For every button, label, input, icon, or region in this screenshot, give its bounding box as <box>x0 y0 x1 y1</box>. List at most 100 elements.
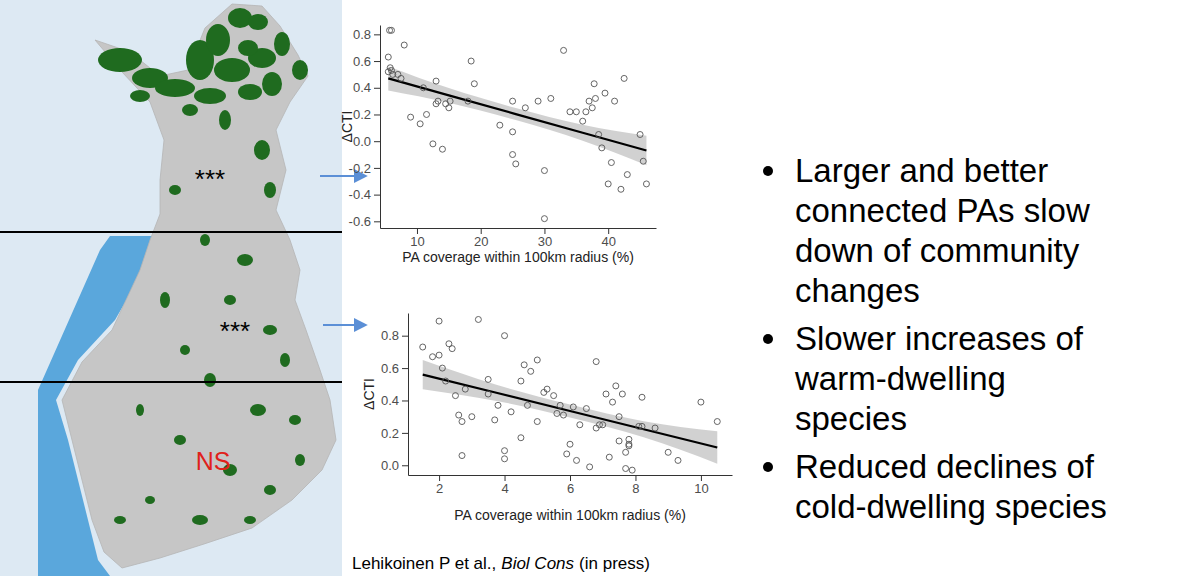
data-point <box>465 98 471 104</box>
tick-mark <box>481 228 482 234</box>
tick-mark <box>505 475 506 481</box>
data-point <box>430 354 436 360</box>
protected-area <box>200 234 210 246</box>
data-point <box>621 75 627 81</box>
regression-line <box>423 375 718 448</box>
map: ******NS <box>0 0 342 576</box>
data-point <box>610 399 616 405</box>
tick-mark <box>374 141 380 142</box>
data-point <box>471 81 477 87</box>
tick-label: -0.4 <box>349 187 371 202</box>
data-point <box>459 453 465 459</box>
data-point <box>510 98 516 104</box>
tick-mark <box>402 336 408 337</box>
data-point <box>541 168 547 174</box>
data-point <box>698 399 704 405</box>
data-point <box>637 132 643 138</box>
data-point <box>551 393 557 399</box>
tick-label: 0.4 <box>353 80 371 95</box>
protected-area <box>289 415 301 425</box>
tick-label: 8 <box>632 481 639 496</box>
data-point <box>443 378 449 384</box>
data-point <box>589 105 595 111</box>
data-point <box>567 441 573 447</box>
data-point <box>446 105 452 111</box>
data-point <box>420 85 426 91</box>
tick: 0.2 <box>381 426 408 441</box>
data-point <box>606 454 612 460</box>
citation-note: (in press) <box>579 554 650 573</box>
data-point <box>561 47 567 53</box>
protected-area <box>224 295 236 305</box>
tick: -0.6 <box>349 214 380 229</box>
axis-line <box>380 26 381 229</box>
data-point <box>714 419 720 425</box>
data-point <box>502 333 508 339</box>
data-point <box>587 464 593 470</box>
data-point <box>528 368 534 374</box>
data-point <box>524 402 530 408</box>
tick: -0.4 <box>349 187 380 202</box>
tick: 0.0 <box>353 134 380 149</box>
tick: 20 <box>474 228 488 249</box>
data-point <box>388 27 394 33</box>
protected-area <box>214 58 250 82</box>
data-point <box>623 466 629 472</box>
data-point <box>570 404 576 410</box>
tick-mark <box>374 34 380 35</box>
data-point <box>522 105 528 111</box>
data-point <box>548 95 554 101</box>
tick-label: 0.6 <box>381 361 399 376</box>
protected-area <box>192 515 208 525</box>
tick-label: 0.6 <box>353 54 371 69</box>
data-point <box>398 75 404 81</box>
protected-area <box>136 404 144 416</box>
data-point <box>430 141 436 147</box>
map-label: *** <box>220 316 250 346</box>
data-point <box>596 132 602 138</box>
data-point <box>593 359 599 365</box>
confidence-band <box>423 360 718 464</box>
tick: 2 <box>436 475 443 496</box>
map-background <box>0 0 342 576</box>
data-point <box>567 109 573 115</box>
protected-area <box>238 40 258 56</box>
protected-area <box>237 254 253 266</box>
protected-area <box>274 32 290 56</box>
data-point <box>452 393 458 399</box>
data-point <box>639 394 645 400</box>
bullet-text: down of community <box>795 232 1080 269</box>
data-point <box>502 456 508 462</box>
data-point <box>510 152 516 158</box>
data-point <box>395 71 401 77</box>
data-point <box>643 181 649 187</box>
data-point <box>485 376 491 382</box>
data-point <box>385 54 391 60</box>
data-point <box>586 98 592 104</box>
data-point <box>518 435 524 441</box>
tick: 0.6 <box>381 361 408 376</box>
protected-area <box>238 84 262 100</box>
data-point <box>518 378 524 384</box>
x-axis: 246810 <box>409 475 733 496</box>
data-point <box>554 410 560 416</box>
y-axis: 0.00.20.40.60.8 <box>381 314 409 476</box>
protected-area <box>254 140 270 160</box>
data-point <box>544 386 550 392</box>
tick-label: 6 <box>567 481 574 496</box>
tick-mark <box>439 475 440 481</box>
data-point <box>510 129 516 135</box>
data-point <box>600 422 606 428</box>
protected-area <box>244 516 256 524</box>
bullet-text: Reduced declines of <box>795 448 1095 485</box>
tick-mark <box>374 168 380 169</box>
tick: 0.2 <box>353 107 380 122</box>
data-point <box>639 423 645 429</box>
protected-area <box>219 110 231 130</box>
bullet-text: cold-dwelling species <box>795 488 1107 525</box>
data-point <box>616 414 622 420</box>
data-point <box>583 406 589 412</box>
protected-area <box>174 435 186 445</box>
tick-label: 20 <box>474 234 488 249</box>
x-axis-title: PA coverage within 100km radius (%) <box>454 507 686 523</box>
